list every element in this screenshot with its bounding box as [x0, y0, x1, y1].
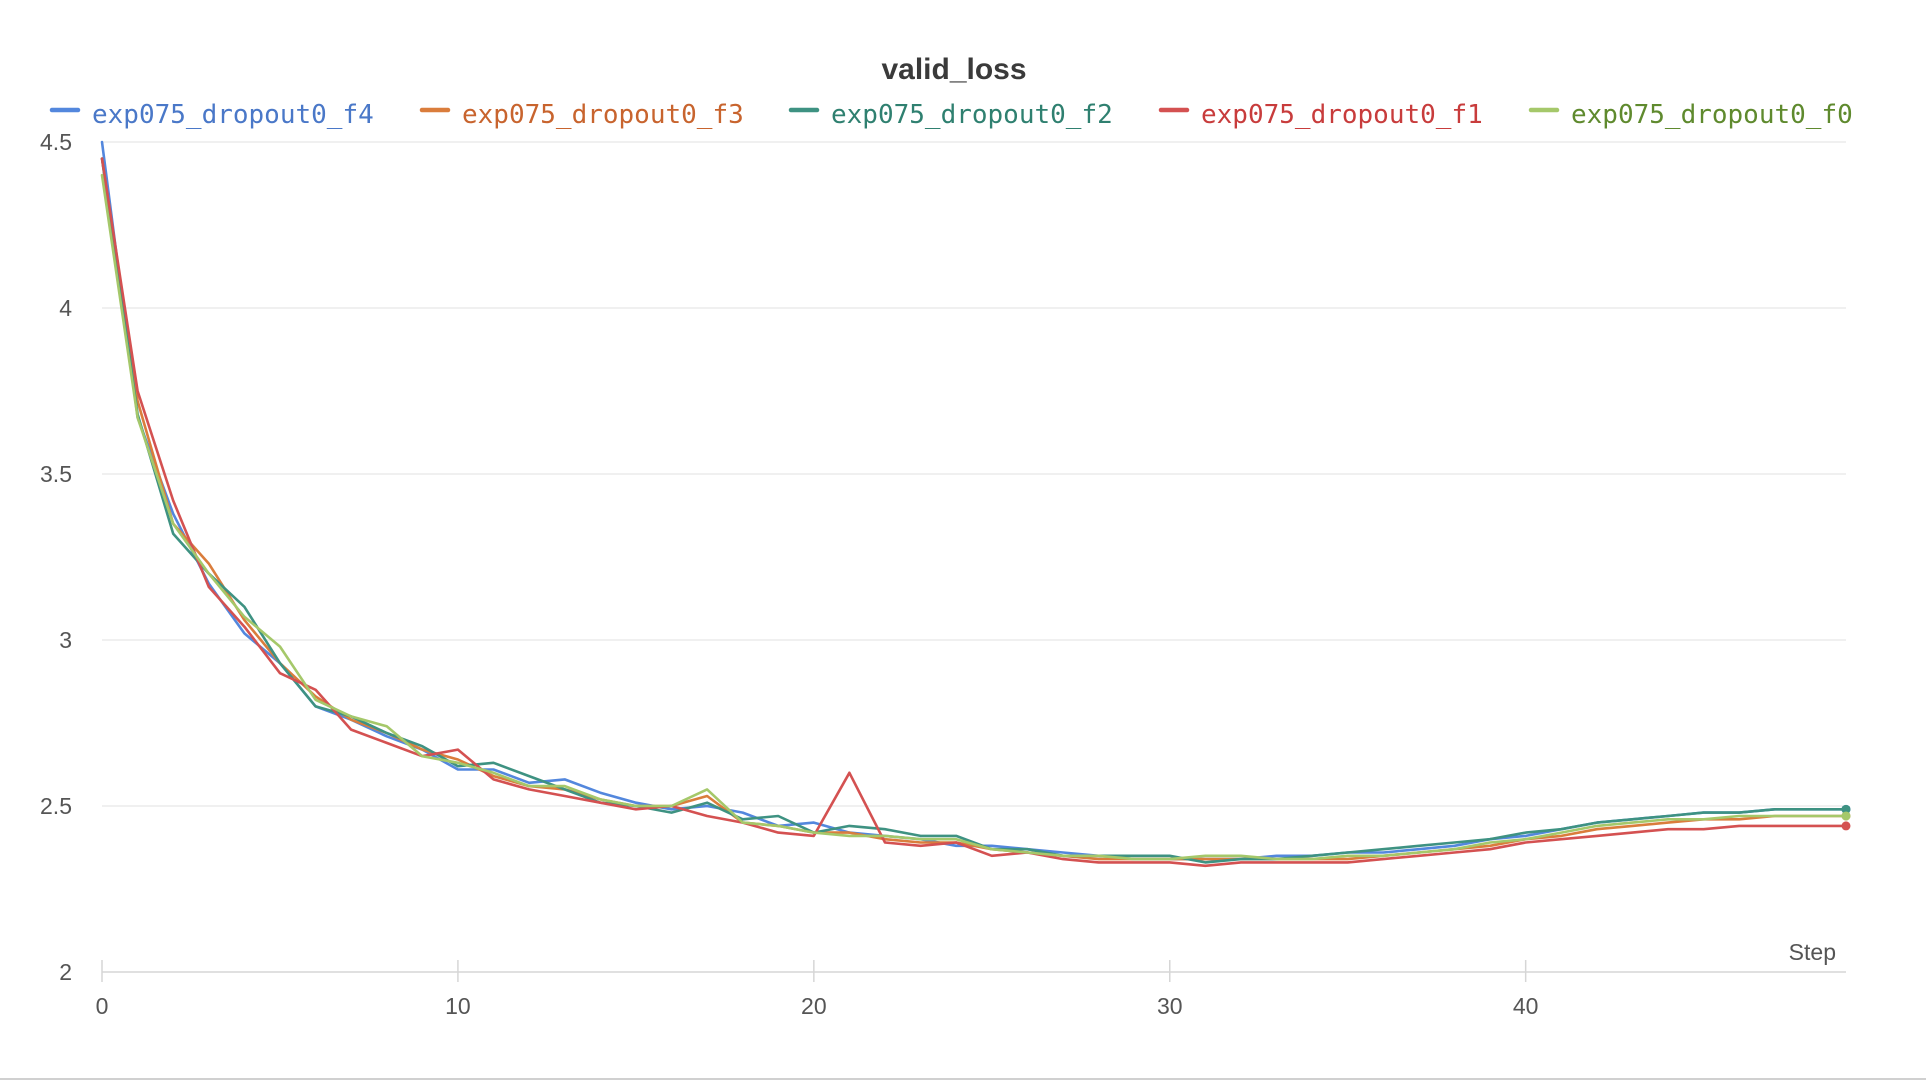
legend-label: exp075_dropout0_f0: [1571, 100, 1853, 130]
series-line-exp075_dropout0_f3: [100, 157, 1848, 861]
x-tick-label: 20: [801, 993, 827, 1019]
series-line-exp075_dropout0_f1: [100, 157, 1848, 868]
y-tick-label: 2.5: [40, 793, 72, 819]
x-tick-label: 0: [96, 993, 109, 1019]
series-end-point: [1841, 804, 1851, 814]
series-lines: [100, 140, 1851, 868]
axes: 2 2.5 3 3.5 4 4.5 0 10 20 30 40: [40, 129, 1846, 1019]
legend: exp075_dropout0_f4 exp075_dropout0_f3 exp0…: [49, 100, 1853, 130]
series-line-exp075_dropout0_f4: [100, 140, 1848, 861]
y-tick-label: 2: [59, 959, 72, 985]
grid-lines: [102, 141, 1846, 807]
series-end-point: [1841, 821, 1851, 831]
x-axis-title: Step: [1789, 939, 1836, 965]
legend-label: exp075_dropout0_f4: [92, 100, 374, 130]
bottom-border: [0, 1078, 1926, 1080]
legend-label: exp075_dropout0_f1: [1201, 100, 1483, 130]
y-tick-label: 4: [59, 295, 72, 321]
legend-label: exp075_dropout0_f2: [831, 100, 1113, 130]
series-line-exp075_dropout0_f0: [100, 173, 1848, 861]
series-end-point: [1841, 811, 1851, 821]
series-line-exp075_dropout0_f2: [100, 157, 1848, 864]
legend-label: exp075_dropout0_f3: [462, 100, 744, 130]
y-tick-label: 4.5: [40, 129, 72, 155]
x-tick-label: 40: [1513, 993, 1539, 1019]
chart-title: valid_loss: [881, 53, 1026, 86]
y-tick-label: 3: [59, 627, 72, 653]
x-tick-label: 30: [1157, 993, 1183, 1019]
y-tick-label: 3.5: [40, 461, 72, 487]
x-tick-label: 10: [445, 993, 471, 1019]
